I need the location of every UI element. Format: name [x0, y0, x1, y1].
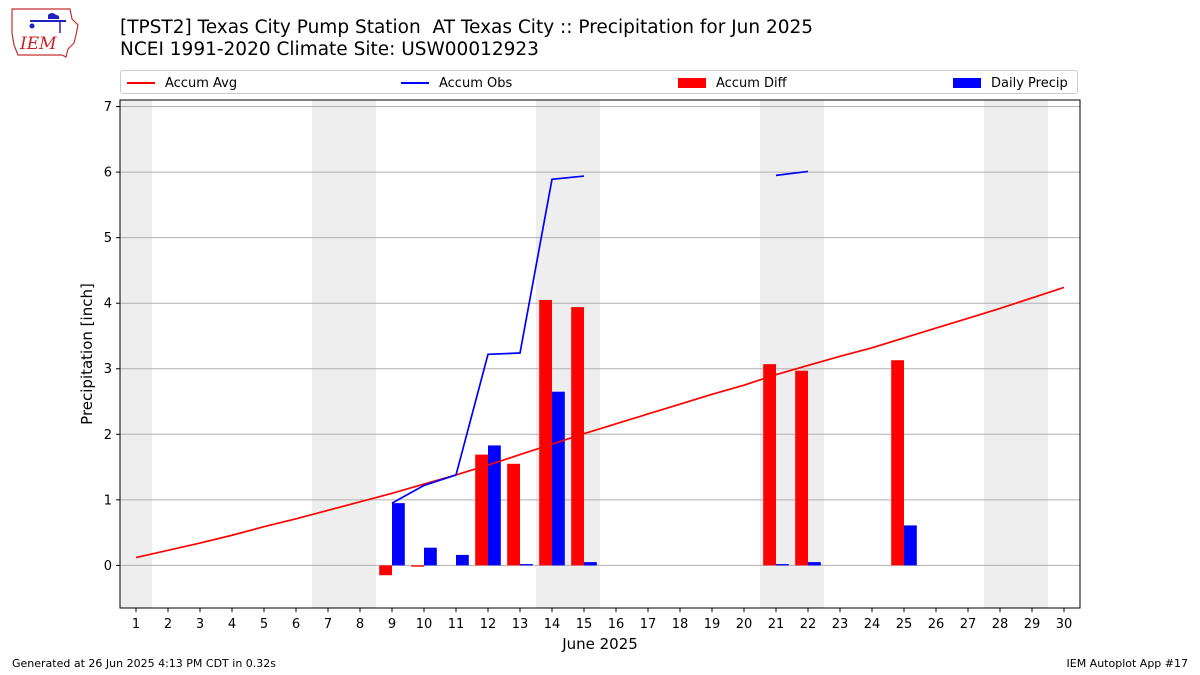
x-tick-label-18: 18 — [672, 617, 689, 632]
bar-daily-precip-day-12 — [488, 445, 501, 566]
logo-state-outline — [11, 8, 79, 58]
bar-accum-diff-day-13 — [507, 463, 520, 566]
bar-daily-precip-day-11 — [456, 554, 469, 566]
legend-swatch-accum-avg — [127, 82, 155, 84]
bar-accum-diff-day-12 — [475, 454, 488, 566]
x-axis-label: June 2025 — [561, 635, 638, 653]
x-tick-label-16: 16 — [608, 617, 625, 632]
chart-title: [TPST2] Texas City Pump Station AT Texas… — [120, 17, 813, 61]
x-tick-label-2: 2 — [164, 617, 172, 632]
y-tick-label-5: 5 — [104, 231, 112, 246]
x-tick-label-13: 13 — [512, 617, 529, 632]
logo-text: IEM — [19, 34, 57, 54]
legend: Accum Avg Accum Obs Accum Diff Daily Pre… — [120, 70, 1078, 94]
x-tick-label-14: 14 — [544, 617, 561, 632]
y-tick-label-3: 3 — [104, 362, 112, 377]
y-tick-label-6: 6 — [104, 166, 112, 181]
legend-label: Accum Diff — [716, 75, 787, 91]
footer-generated: Generated at 26 Jun 2025 4:13 PM CDT in … — [12, 657, 277, 670]
line-accum-obs-segment-0 — [391, 175, 585, 504]
x-tick-label-3: 3 — [196, 617, 204, 632]
x-tick-label-11: 11 — [448, 617, 465, 632]
x-tick-label-10: 10 — [416, 617, 433, 632]
x-tick-label-9: 9 — [388, 617, 396, 632]
iem-logo: IEM — [11, 8, 79, 58]
x-tick-label-30: 30 — [1056, 617, 1073, 632]
bar-daily-precip-day-22 — [808, 562, 821, 566]
logo-dot-icon — [29, 23, 35, 29]
bar-daily-precip-day-13 — [520, 564, 533, 566]
legend-swatch-accum-obs — [401, 82, 429, 84]
x-tick-label-22: 22 — [800, 617, 817, 632]
weekend-band-1 — [312, 100, 376, 608]
x-tick-label-25: 25 — [896, 617, 913, 632]
x-tick-label-21: 21 — [768, 617, 785, 632]
x-tick-label-12: 12 — [480, 617, 497, 632]
title-line-2: NCEI 1991-2020 Climate Site: USW00012923 — [120, 39, 539, 60]
y-tick-label-0: 0 — [104, 559, 112, 574]
line-accum-avg — [135, 286, 1065, 559]
bar-accum-diff-day-25 — [891, 360, 904, 566]
x-tick-label-20: 20 — [736, 617, 753, 632]
bar-daily-precip-day-14 — [552, 391, 565, 566]
x-tick-label-24: 24 — [864, 617, 881, 632]
weekend-shading — [120, 100, 1048, 608]
legend-item-accum-obs: Accum Obs — [401, 74, 512, 92]
bars — [379, 299, 917, 576]
line-accum-obs-segment-1 — [775, 170, 809, 177]
bar-accum-diff-day-10 — [411, 565, 424, 567]
bar-daily-precip-day-10 — [424, 547, 437, 566]
grid-lines — [120, 106, 1080, 566]
bar-daily-precip-day-21 — [776, 564, 789, 566]
x-tick-label-6: 6 — [292, 617, 300, 632]
x-tick-label-5: 5 — [260, 617, 268, 632]
footer-app-id: IEM Autoplot App #17 — [1066, 657, 1189, 670]
x-tick-label-1: 1 — [132, 617, 140, 632]
plot-frame — [119, 99, 1081, 609]
x-tick-label-23: 23 — [832, 617, 849, 632]
bar-accum-diff-day-9 — [379, 565, 392, 576]
bar-accum-diff-day-22 — [795, 370, 808, 566]
legend-item-daily-precip: Daily Precip — [953, 74, 1068, 92]
x-tick-label-26: 26 — [928, 617, 945, 632]
x-tick-label-17: 17 — [640, 617, 657, 632]
y-tick-label-2: 2 — [104, 428, 112, 443]
bar-daily-precip-day-9 — [392, 503, 405, 566]
legend-item-accum-avg: Accum Avg — [127, 74, 237, 92]
legend-swatch-accum-diff — [678, 78, 706, 88]
x-tick-label-19: 19 — [704, 617, 721, 632]
x-tick-label-7: 7 — [324, 617, 332, 632]
y-tick-label-4: 4 — [104, 297, 112, 312]
x-tick-label-28: 28 — [992, 617, 1009, 632]
legend-item-accum-diff: Accum Diff — [678, 74, 787, 92]
y-axis-label: Precipitation [inch] — [78, 283, 96, 425]
x-tick-label-4: 4 — [228, 617, 236, 632]
title-line-1: [TPST2] Texas City Pump Station AT Texas… — [120, 17, 814, 38]
legend-label: Accum Obs — [439, 75, 513, 91]
x-tick-label-15: 15 — [576, 617, 593, 632]
y-tick-label-1: 1 — [104, 493, 112, 508]
legend-swatch-daily-precip — [953, 78, 981, 88]
x-tick-label-27: 27 — [960, 617, 977, 632]
x-tick-label-29: 29 — [1024, 617, 1041, 632]
bar-daily-precip-day-15 — [584, 562, 597, 566]
weekend-band-0 — [120, 100, 152, 608]
logo-cloud-icon — [48, 13, 60, 19]
bar-accum-diff-day-14 — [539, 299, 552, 566]
y-tick-label-7: 7 — [104, 100, 112, 115]
bar-accum-diff-day-21 — [763, 364, 776, 566]
x-tick-label-8: 8 — [356, 617, 364, 632]
weekend-band-4 — [984, 100, 1048, 608]
legend-label: Daily Precip — [991, 75, 1068, 91]
legend-label: Accum Avg — [165, 75, 238, 91]
bar-daily-precip-day-25 — [904, 525, 917, 566]
lines — [135, 170, 1065, 559]
